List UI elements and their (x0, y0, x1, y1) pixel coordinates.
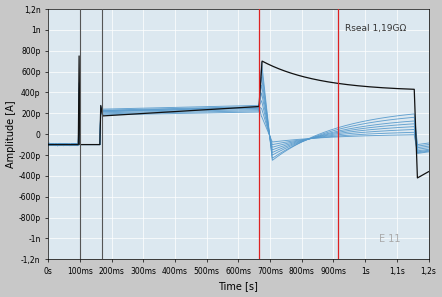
Text: E 11: E 11 (379, 234, 400, 244)
X-axis label: Time [s]: Time [s] (218, 282, 258, 291)
Text: Rseal 1,19GΩ: Rseal 1,19GΩ (345, 24, 406, 33)
Y-axis label: Amplitude [A]: Amplitude [A] (6, 100, 15, 168)
